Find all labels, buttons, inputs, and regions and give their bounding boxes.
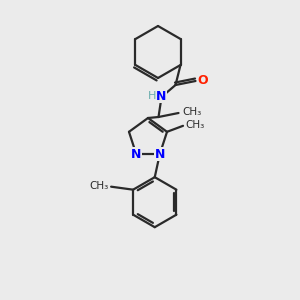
Text: CH₃: CH₃	[89, 181, 109, 191]
Text: CH₃: CH₃	[185, 120, 205, 130]
Text: N: N	[131, 148, 141, 161]
Text: O: O	[197, 74, 208, 88]
Text: CH₃: CH₃	[182, 107, 201, 117]
Text: N: N	[156, 89, 167, 103]
Text: N: N	[154, 148, 165, 161]
Text: H: H	[148, 91, 157, 101]
